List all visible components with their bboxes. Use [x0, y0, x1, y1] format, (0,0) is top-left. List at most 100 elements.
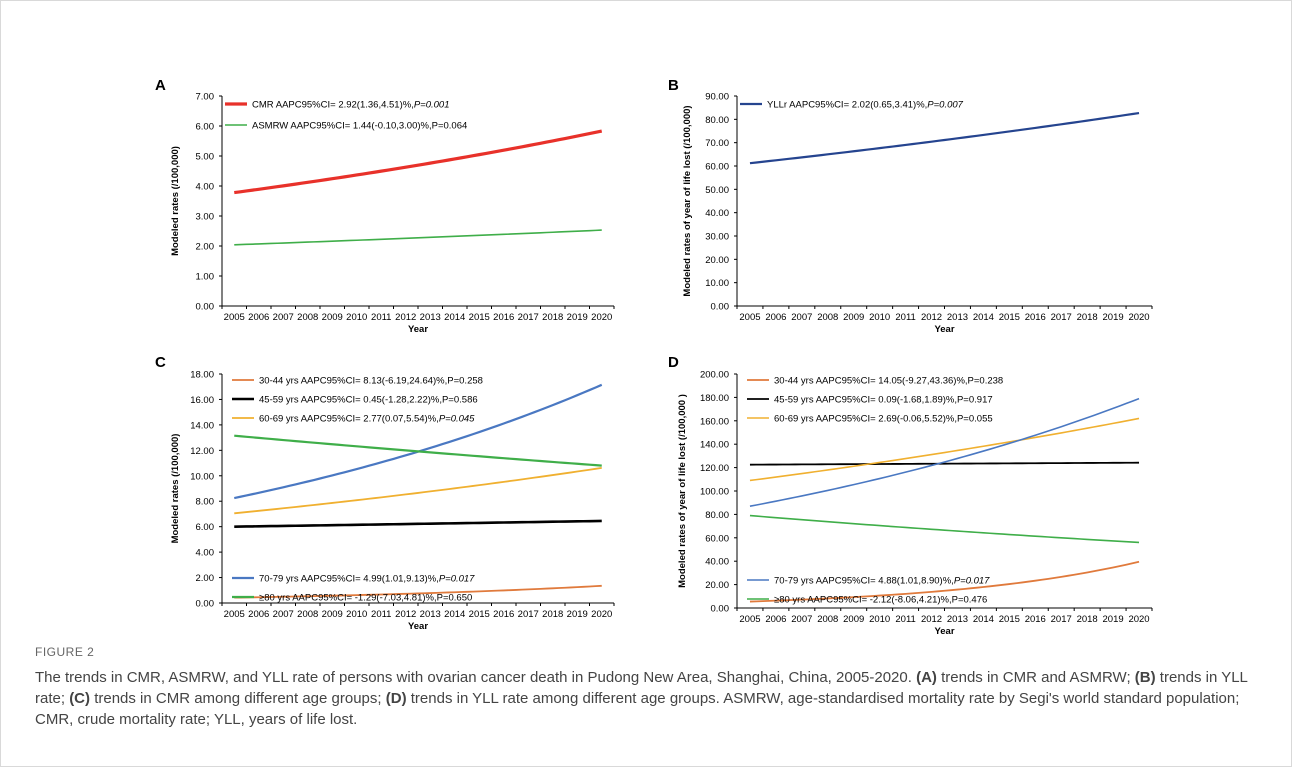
y-tick-label-b: 60.00 [705, 162, 729, 173]
legend-text-a-1: CMR AAPC95%CI= 2.92(1.36,4.51)%, [252, 100, 414, 111]
legend-entry-c-2: 45-59 yrs AAPC95%CI= 0.45(-1.28,2.22)%,P… [259, 395, 478, 406]
caption-sentence: The trends in CMR, ASMRW, and YLL rate o… [35, 669, 912, 686]
x-tick-label-c: 2006 [248, 609, 269, 620]
y-tick-label-b: 50.00 [705, 185, 729, 196]
y-tick-label-b: 20.00 [705, 255, 729, 266]
y-axis-title-d: Modeled rates of year of life lost (/100… [677, 394, 688, 588]
series-line-d-4 [749, 397, 1140, 507]
series-line-a-2 [234, 229, 602, 246]
x-tick-label-b: 2012 [921, 312, 942, 323]
y-tick-label-c: 12.00 [190, 446, 214, 457]
series-line-c-2 [234, 519, 602, 528]
legend-entry-b-1: YLLr AAPC95%CI= 2.02(0.65,3.41)%,P=0.007 [767, 100, 964, 111]
y-axis-title-b: Modeled rates of year of life lost (/100… [682, 105, 693, 296]
panel-label-d: D [668, 354, 679, 371]
series-line-d-1 [749, 560, 1140, 603]
panel-c: C 0.00 2.00 4.00 6.00 8.00 10.00 12.00 14.00 16.0… [155, 354, 615, 632]
y-tick-label-d: 0.00 [711, 604, 730, 615]
x-axis-title-a: Year [408, 324, 428, 335]
legend-pvalue-c-3: P=0.045 [439, 414, 475, 425]
x-tick-label-d: 2017 [1051, 614, 1072, 625]
x-tick-label-c: 2019 [567, 609, 588, 620]
legend-text-c-5: ≥80 yrs AAPC95%CI= -1.29(-7.03,4.81)%,P=… [259, 593, 472, 604]
y-axis-title-a: Modeled rates (/100,000) [170, 146, 181, 256]
y-tick-label-d: 40.00 [705, 557, 729, 568]
x-tick-label-d: 2005 [739, 614, 760, 625]
y-tick-label-c: 16.00 [190, 395, 214, 406]
y-tick-label-b: 70.00 [705, 138, 729, 149]
legend-text-d-4: 70-79 yrs AAPC95%CI= 4.88(1.01,8.90)%, [774, 576, 954, 587]
legend-entry-d-3: 60-69 yrs AAPC95%CI= 2.69(-0.06,5.52)%,P… [774, 414, 993, 425]
x-tick-label-d: 2007 [791, 614, 812, 625]
legend-entry-a-2: ASMRW AAPC95%CI= 1.44(-0.10,3.00)%,P=0.0… [252, 121, 467, 132]
x-tick-label-d: 2011 [895, 614, 915, 625]
x-tick-label-a: 2011 [371, 312, 391, 323]
y-tick-label-d: 120.00 [700, 463, 729, 474]
x-tick-label-b: 2005 [739, 312, 760, 323]
x-tick-label-b: 2014 [973, 312, 994, 323]
y-tick-label-b: 40.00 [705, 208, 729, 219]
x-tick-label-b: 2007 [791, 312, 812, 323]
y-tick-label-b: 80.00 [705, 115, 729, 126]
x-tick-label-c: 2005 [224, 609, 245, 620]
x-tick-label-d: 2006 [765, 614, 786, 625]
legend-pvalue-d-4: P=0.017 [954, 576, 990, 587]
x-tick-label-d: 2016 [1025, 614, 1046, 625]
x-tick-label-a: 2016 [493, 312, 514, 323]
y-tick-label-a: 3.00 [196, 212, 215, 223]
x-tick-label-a: 2009 [322, 312, 343, 323]
x-axis-title-b: Year [934, 324, 954, 335]
x-axis-title-d: Year [934, 626, 954, 637]
caption-d-label: (D) [385, 690, 407, 707]
x-tick-label-a: 2018 [542, 312, 563, 323]
legend-entry-d-5: ≥80 yrs AAPC95%CI= -2.12(-8.06,4.21)%,P=… [774, 595, 987, 606]
x-tick-label-b: 2013 [947, 312, 968, 323]
y-tick-label-a: 7.00 [196, 92, 215, 103]
x-tick-label-c: 2015 [469, 609, 490, 620]
series-line-a-1 [234, 129, 603, 195]
x-tick-label-d: 2015 [999, 614, 1020, 625]
legend-text-d-1: 30-44 yrs AAPC95%CI= 14.05(-9.27,43.36)%… [774, 376, 1003, 387]
caption-b-text: trends in YLL rate; [35, 669, 1248, 707]
caption-text: The trends in CMR, ASMRW, and YLL rate o… [35, 667, 1265, 730]
y-tick-label-c: 8.00 [196, 497, 215, 508]
x-tick-label-d: 2010 [869, 614, 890, 625]
legend-entry-c-1: 30-44 yrs AAPC95%CI= 8.13(-6.19,24.64)%,… [259, 376, 483, 387]
legend-text-a-2: ASMRW AAPC95%CI= 1.44(-0.10,3.00)%,P=0.0… [252, 121, 467, 132]
legend-entry-d-2: 45-59 yrs AAPC95%CI= 0.09(-1.68,1.89)%,P… [774, 395, 993, 406]
x-tick-label-d: 2019 [1103, 614, 1124, 625]
series-line-d-5 [749, 514, 1140, 544]
x-tick-label-b: 2018 [1077, 312, 1098, 323]
legend-entry-d-4: 70-79 yrs AAPC95%CI= 4.88(1.01,8.90)%,P=… [774, 576, 990, 587]
x-tick-label-a: 2019 [567, 312, 588, 323]
y-tick-label-a: 4.00 [196, 182, 215, 193]
x-tick-label-c: 2013 [420, 609, 441, 620]
x-tick-label-b: 2006 [765, 312, 786, 323]
legend-text-b-1: YLLr AAPC95%CI= 2.02(0.65,3.41)%, [767, 100, 927, 111]
legend-entry-d-1: 30-44 yrs AAPC95%CI= 14.05(-9.27,43.36)%… [774, 376, 1003, 387]
y-tick-label-d: 20.00 [705, 580, 729, 591]
x-axis-title-c: Year [408, 621, 428, 632]
y-tick-label-d: 180.00 [700, 393, 729, 404]
y-tick-label-d: 160.00 [700, 416, 729, 427]
x-tick-label-a: 2015 [469, 312, 490, 323]
legend-text-c-4: 70-79 yrs AAPC95%CI= 4.99(1.01,9.13)%, [259, 574, 439, 585]
series-line-d-3 [749, 417, 1140, 482]
y-tick-label-c: 10.00 [190, 471, 214, 482]
x-tick-label-a: 2014 [444, 312, 465, 323]
x-tick-label-d: 2012 [921, 614, 942, 625]
panel-d: D 0.00 20.00 40.00 60.00 80.00 100.00 120.00 140… [668, 354, 1153, 637]
series-line-d-2 [749, 461, 1140, 466]
x-tick-label-b: 2020 [1128, 312, 1149, 323]
panel-label-a: A [155, 77, 166, 94]
x-tick-label-a: 2017 [518, 312, 539, 323]
x-tick-label-d: 2008 [817, 614, 838, 625]
x-tick-label-a: 2007 [273, 312, 294, 323]
legend-text-c-1: 30-44 yrs AAPC95%CI= 8.13(-6.19,24.64)%,… [259, 376, 483, 387]
x-tick-label-c: 2007 [273, 609, 294, 620]
legend-text-d-3: 60-69 yrs AAPC95%CI= 2.69(-0.06,5.52)%,P… [774, 414, 993, 425]
series-line-c-3 [234, 466, 602, 515]
y-axis-title-c: Modeled rates (/100,000) [170, 434, 181, 544]
legend-entry-c-5: ≥80 yrs AAPC95%CI= -1.29(-7.03,4.81)%,P=… [259, 593, 472, 604]
